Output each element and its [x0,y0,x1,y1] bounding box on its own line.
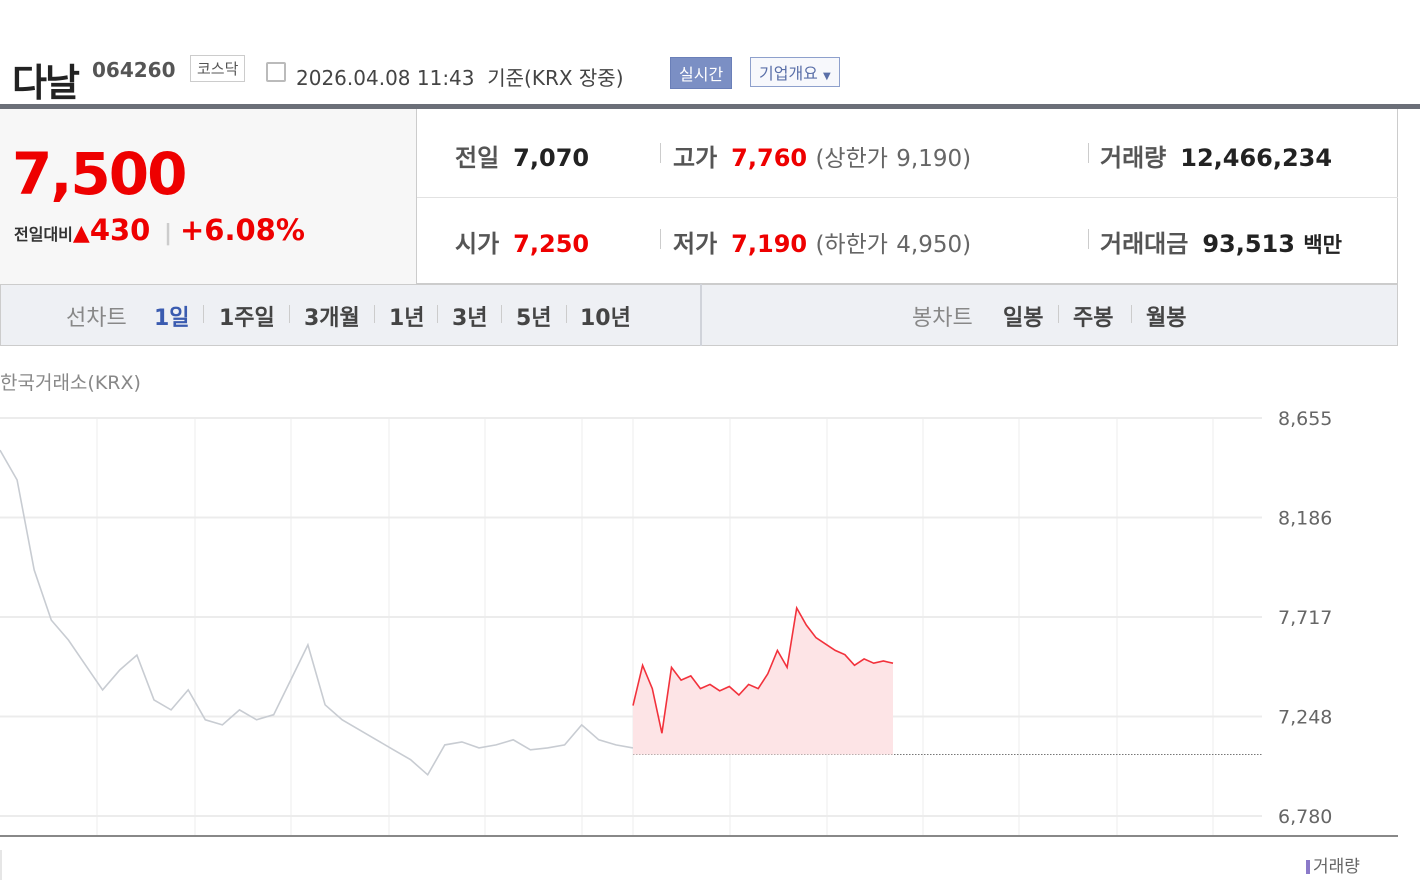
label: 시가 [455,230,500,258]
tab-1week[interactable]: 1주일 [219,306,275,331]
line-chart-label: 선차트 [66,306,127,331]
calendar-clock-icon [266,62,286,82]
label: 고가 [673,144,718,172]
change-value: 430 [89,213,151,247]
volume-legend-swatch [1306,860,1310,874]
previous-price-line [0,449,634,777]
company-overview-label: 기업개요 [759,64,818,83]
tabs-divider [700,284,702,346]
prev-close: 전일 7,070 [455,138,589,173]
divider [203,305,204,323]
label: 거래량 [1100,144,1167,172]
volume: 거래량 12,466,234 [1100,138,1332,173]
y-tick-label: 8,186 [1278,508,1332,530]
divider [1088,143,1089,163]
header-divider [0,104,1420,109]
price-change: 전일대비▲430 | +6.08% [14,213,305,247]
value: 93,513 [1202,230,1295,258]
divider [437,305,438,323]
value: 12,466,234 [1180,144,1333,172]
y-tick-label: 7,717 [1278,607,1332,629]
value: 7,070 [513,144,590,172]
y-tick-label: 6,780 [1278,806,1332,828]
tab-monthly-candle[interactable]: 월봉 [1146,306,1187,331]
y-tick-label: 8,655 [1278,408,1332,430]
tab-1day[interactable]: 1일 [154,306,190,331]
today-price-line [632,605,894,734]
low-price: 저가 7,190 (하한가 4,950) [673,224,971,259]
value: 7,190 [731,230,808,258]
row-divider [417,197,1398,198]
open-price: 시가 7,250 [455,224,589,259]
value: 7,250 [513,230,590,258]
price-chart: 8,655 8,186 7,717 7,248 6,780 [0,408,1398,880]
divider [1058,305,1059,323]
stock-name: 다날 [12,61,80,105]
tab-weekly-candle[interactable]: 주봉 [1073,306,1114,331]
change-percent: +6.08% [179,213,305,247]
tab-10year[interactable]: 10년 [580,306,631,331]
volume-legend-label: 거래량 [1313,857,1360,877]
lower-limit: 4,950) [896,232,972,258]
high-price: 고가 7,760 (상한가 9,190) [673,138,971,173]
label: 전일 [455,144,500,172]
value: 7,760 [731,144,808,172]
tab-daily-candle[interactable]: 일봉 [1003,306,1044,331]
divider [1088,229,1089,249]
upper-limit-label: (상한가 [815,146,888,172]
market-badge: 코스닥 [190,55,246,82]
divider [660,143,661,163]
divider [374,305,375,323]
exchange-label: 한국거래소(KRX) [0,372,141,394]
caret-down-icon: ▼ [822,71,831,82]
tab-3month[interactable]: 3개월 [304,306,360,331]
upper-limit: 9,190) [896,146,972,172]
label: 거래대금 [1100,230,1189,258]
divider [289,305,290,323]
price-panel [0,109,417,284]
realtime-button[interactable]: 실시간 [670,57,733,89]
chart-period-tabs [0,284,1398,346]
lower-limit-label: (하한가 [815,232,888,258]
label: 저가 [673,230,718,258]
basis: 기준(KRX 장중) [487,66,624,90]
volume-legend: 거래량 [1306,852,1360,877]
divider [566,305,567,323]
summary-box [0,109,1398,284]
company-overview-dropdown[interactable]: 기업개요 ▼ [750,57,840,87]
divider [660,229,661,249]
unit: 백만 [1303,233,1342,257]
tab-5year[interactable]: 5년 [516,306,552,331]
up-triangle-icon: ▲ [72,221,90,246]
datetime: 2026.04.08 11:43 [296,66,475,90]
trade-amount: 거래대금 93,513 백만 [1100,224,1342,259]
divider [1131,305,1132,323]
current-price: 7,500 [12,140,187,208]
y-tick-label: 7,248 [1278,707,1332,729]
tab-3year[interactable]: 3년 [452,306,488,331]
quote-datetime: 2026.04.08 11:43 기준(KRX 장중) [296,62,624,91]
divider [501,305,502,323]
change-label: 전일대비 [14,225,73,244]
candle-chart-label: 봉차트 [912,306,973,331]
tab-1year[interactable]: 1년 [389,306,425,331]
stock-code: 064260 [92,58,176,82]
